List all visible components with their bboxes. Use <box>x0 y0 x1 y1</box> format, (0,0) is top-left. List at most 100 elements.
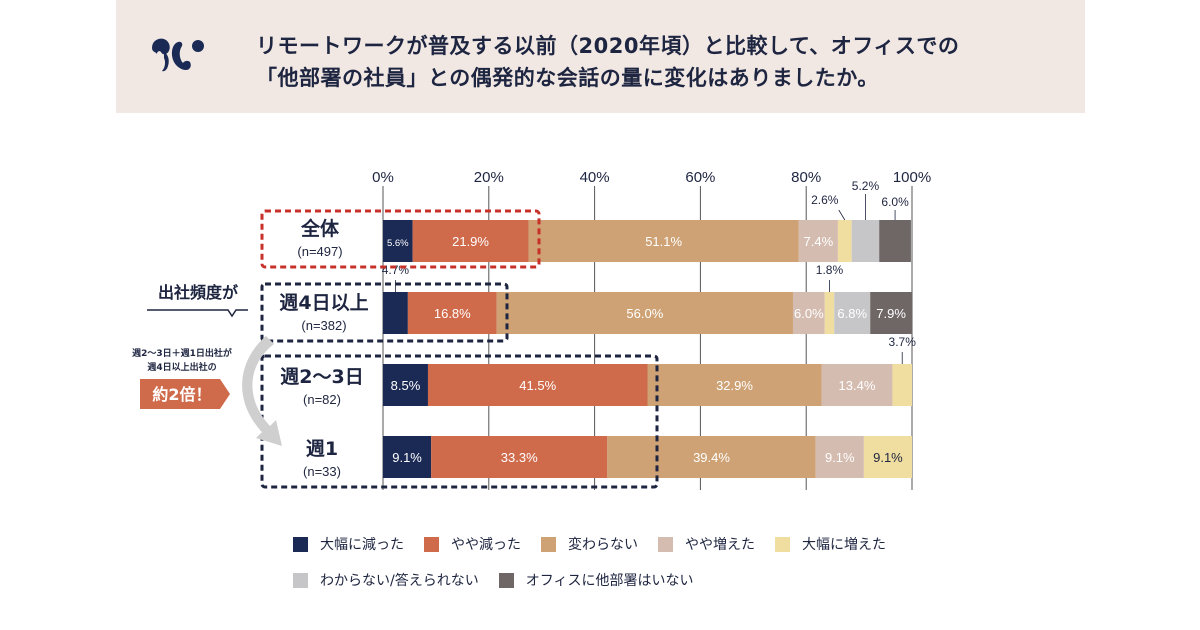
legend-label: やや減った <box>451 537 521 553</box>
note-line-2: 週4日以上出社の <box>147 361 216 373</box>
row-n-overall: (n=497) <box>297 244 342 259</box>
curved-arrow-icon <box>242 336 282 446</box>
row-label-2-3days: 週2〜3日 <box>280 366 363 388</box>
bar-value-label: 7.4% <box>804 234 834 249</box>
bar-value-label: 13.4% <box>839 378 876 393</box>
badge-shape <box>140 379 230 409</box>
bar-segment <box>870 292 912 334</box>
bar-segment <box>607 436 816 478</box>
group-label-underline <box>147 309 248 318</box>
bar-row: 16.8% 56.0% 6.0% 6.8% 7.9% <box>383 292 912 334</box>
bar-value-label: 32.9% <box>716 378 753 393</box>
bar-segment <box>792 292 825 334</box>
legend: 大幅に減った やや減った 変わらない やや増えた 大幅に増えた わからない/答え… <box>293 532 953 604</box>
bar-segment <box>824 292 835 334</box>
legend-label: やや増えた <box>685 537 755 553</box>
bar-value-label: 6.8% <box>837 306 867 321</box>
callout-leader <box>838 209 846 221</box>
legend-item-unchanged: 変わらない <box>541 534 638 554</box>
legend-swatch <box>293 572 308 588</box>
bar-row: 5.6% 21.9% 51.1% 7.4% <box>383 220 911 262</box>
legend-label: わからない/答えられない <box>320 573 479 589</box>
x-tick-label: 0% <box>372 169 394 186</box>
legend-row-1: 大幅に減った やや減った 変わらない やや増えた 大幅に増えた <box>293 532 953 556</box>
bar-value-label: 9.1% <box>392 450 422 465</box>
bar-callout-label: 5.2% <box>852 179 880 193</box>
bar-segment <box>383 220 413 262</box>
row-n-1day: (n=33) <box>303 464 341 479</box>
x-tick-label: 60% <box>685 169 715 186</box>
bar-row: 8.5% 41.5% 32.9% 13.4% <box>383 364 912 406</box>
bar-callout-label: 1.8% <box>816 263 844 277</box>
legend-label: 大幅に減った <box>320 537 404 553</box>
bar-callout-label: 6.0% <box>881 195 909 209</box>
row-label-overall: 全体 <box>300 217 340 240</box>
note-line-1: 週2〜3日＋週1日出社が <box>132 347 233 359</box>
bar-value-label: 5.6% <box>387 238 409 249</box>
legend-row-2: わからない/答えられない オフィスに他部署はいない <box>293 568 953 592</box>
legend-item-greatly-increased: 大幅に増えた <box>775 534 886 554</box>
bar-segment <box>647 364 822 406</box>
bar-segment <box>815 436 864 478</box>
question-header <box>116 0 1085 113</box>
bar-segment <box>383 436 432 478</box>
title-line-2: 「他部署の社員」との偶発的な会話の量に変化はありましたか。 <box>256 66 879 90</box>
legend-item-no-other-departments: オフィスに他部署はいない <box>498 570 694 590</box>
highlight-box-overall <box>260 209 541 269</box>
question-title: リモートワークが普及する以前（2020年頃）と比較して、オフィスでの 「他部署の… <box>256 30 959 94</box>
bar-segment <box>496 292 793 334</box>
legend-swatch <box>424 536 439 552</box>
bar-callout-label: 4.7% <box>382 263 410 277</box>
bar-value-label: 51.1% <box>645 234 682 249</box>
bar-segment <box>879 220 911 262</box>
bar-segment <box>892 364 912 406</box>
x-tick-label: 40% <box>580 169 610 186</box>
row-n-4days: (n=382) <box>301 318 346 333</box>
highlight-box-low-frequency <box>260 354 659 489</box>
bar-callout-label: 2.6% <box>811 193 839 207</box>
bar-value-label: 56.0% <box>626 306 663 321</box>
callout-labels: 2.6%4.7% 1.8%3.7%5.2%6.0% <box>382 179 916 364</box>
bar-segment <box>863 436 912 478</box>
bar-segment <box>837 220 852 262</box>
legend-label: 大幅に増えた <box>802 537 886 553</box>
legend-item-greatly-decreased: 大幅に減った <box>293 534 404 554</box>
legend-swatch <box>541 536 556 552</box>
badge-text: 約2倍！ <box>152 385 211 404</box>
bar-segment <box>383 292 408 334</box>
bar-segment <box>412 220 529 262</box>
bar-segment <box>427 364 648 406</box>
legend-swatch <box>498 572 514 588</box>
bar-value-label: 33.3% <box>501 450 538 465</box>
row-label-4days: 週4日以上 <box>279 292 368 314</box>
x-tick-label: 80% <box>791 169 821 186</box>
bars: 5.6% 21.9% 51.1% 7.4% 16.8% 56.0% 6.0% 6.8% 7.9%… <box>383 220 912 478</box>
legend-swatch <box>775 536 790 552</box>
bar-callout-label: 3.7% <box>889 335 917 349</box>
bar-value-label: 6.0% <box>794 306 824 321</box>
bar-value-label: 21.9% <box>452 234 489 249</box>
legend-label: オフィスに他部署はいない <box>525 573 694 589</box>
row-label-1day: 週1 <box>306 438 338 460</box>
bar-segment <box>834 292 871 334</box>
bar-value-label: 41.5% <box>519 378 556 393</box>
legend-item-slightly-increased: やや増えた <box>658 534 755 554</box>
row-n-2-3days: (n=82) <box>303 392 341 407</box>
bar-segment <box>528 220 799 262</box>
bar-segment <box>821 364 893 406</box>
bar-value-label: 8.5% <box>391 378 421 393</box>
bar-segment <box>798 220 838 262</box>
bar-value-label: 9.1% <box>825 450 855 465</box>
legend-item-slightly-decreased: やや減った <box>424 534 521 554</box>
brand-logo-icon <box>152 38 204 72</box>
group-label: 出社頻度が <box>158 283 238 302</box>
bar-value-label: 16.8% <box>434 306 471 321</box>
bar-value-label: 9.1% <box>873 450 903 465</box>
legend-item-unknown: わからない/答えられない <box>293 570 479 590</box>
bar-segment <box>383 364 428 406</box>
x-tick-label: 100% <box>893 169 931 186</box>
bar-segment <box>431 436 608 478</box>
x-tick-label: 20% <box>474 169 504 186</box>
x-axis-ticks: 0% 20% 40% 60% 80% 100% <box>372 169 931 186</box>
